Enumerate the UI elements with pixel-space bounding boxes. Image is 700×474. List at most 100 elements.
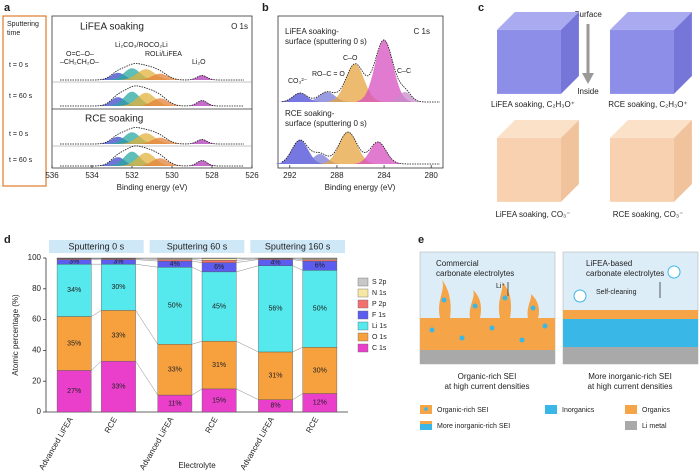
connector bbox=[191, 340, 203, 345]
connector bbox=[292, 258, 303, 260]
value-label: 11% bbox=[168, 400, 182, 407]
legend-label: Organics bbox=[642, 407, 671, 414]
cube-front bbox=[610, 137, 674, 202]
connector bbox=[236, 388, 259, 400]
x-tick-label: RCE bbox=[304, 416, 320, 435]
bar-segment bbox=[302, 270, 338, 348]
spectrum-envelope bbox=[60, 127, 244, 145]
bar-segment bbox=[157, 257, 193, 259]
connector bbox=[191, 259, 203, 261]
molecule bbox=[573, 289, 587, 303]
value-label: 31% bbox=[269, 373, 283, 380]
x-tick-label: RCE bbox=[103, 416, 119, 435]
spectrum-peak bbox=[276, 140, 324, 164]
spectrum-peak bbox=[136, 158, 184, 166]
x-axis-label: Binding energy (eV) bbox=[117, 183, 188, 192]
x-tick-label: RCE bbox=[203, 416, 219, 435]
legend-swatch bbox=[357, 299, 369, 309]
spectrum-title: surface (sputtering 0 s) bbox=[285, 37, 367, 46]
li-metal bbox=[420, 350, 555, 364]
panel-letter: d bbox=[4, 234, 11, 246]
spectrum-title: LiFEA soaking bbox=[80, 22, 144, 33]
spectrum-peak bbox=[136, 137, 184, 144]
value-label: 31% bbox=[212, 362, 226, 369]
cube-label: LiFEA soaking, CO₃⁻ bbox=[495, 210, 570, 219]
cube-side bbox=[674, 120, 692, 202]
peak-label: CO₃²⁻ bbox=[288, 78, 308, 85]
connector bbox=[135, 263, 158, 268]
row-label: t = 60 s bbox=[9, 157, 33, 164]
bar-segment bbox=[101, 360, 136, 413]
legend-swatch bbox=[625, 405, 637, 414]
value-label: 15% bbox=[212, 397, 226, 404]
legend-swatch bbox=[545, 405, 557, 414]
legend-swatch bbox=[357, 332, 369, 342]
value-label: 6% bbox=[214, 264, 224, 271]
cell-title: carbonate electrolytes bbox=[586, 269, 664, 278]
peak-label: –CH₂CH₂O– bbox=[60, 59, 99, 66]
connector bbox=[236, 340, 259, 353]
value-label: 30% bbox=[313, 367, 327, 374]
legend-label: C 1s bbox=[372, 345, 387, 352]
legend-label: F 1s bbox=[372, 312, 386, 319]
spectrum-peak bbox=[187, 75, 217, 80]
y-tick-label: 40 bbox=[32, 346, 41, 355]
value-label: 12% bbox=[313, 400, 327, 407]
cube-front bbox=[497, 29, 561, 94]
connector bbox=[292, 347, 303, 353]
legend-label: O 1s bbox=[372, 334, 387, 341]
bar-segment bbox=[302, 347, 338, 394]
cube-front bbox=[610, 29, 674, 94]
bar-segment bbox=[201, 271, 237, 342]
peak-label: Li₂O bbox=[192, 59, 206, 66]
value-label: 4% bbox=[270, 259, 280, 266]
legend-swatch bbox=[357, 288, 369, 298]
region: C 1s bbox=[414, 27, 430, 36]
region: O 1s bbox=[231, 22, 248, 31]
legend-swatch bbox=[420, 424, 432, 430]
x-tick-label: 530 bbox=[165, 171, 179, 180]
cube-top bbox=[610, 12, 692, 30]
value-label: 50% bbox=[168, 303, 182, 310]
x-axis-label: Electrolyte bbox=[178, 461, 216, 470]
value-label: 3% bbox=[113, 259, 123, 266]
cubes bbox=[497, 12, 692, 202]
spectrum-peak bbox=[279, 93, 321, 102]
value-label: 33% bbox=[111, 333, 125, 340]
value-label: 8% bbox=[270, 403, 280, 410]
cube-front bbox=[497, 137, 561, 202]
row-label: t = 60 s bbox=[9, 93, 33, 100]
spectrum-envelope bbox=[60, 63, 244, 81]
cube-label: LiFEA soaking, C₂H₃O⁺ bbox=[491, 100, 575, 109]
legend-label: N 1s bbox=[372, 290, 387, 297]
legend-swatch bbox=[357, 310, 369, 320]
value-label: 33% bbox=[111, 383, 125, 390]
connector bbox=[191, 267, 203, 273]
spectrum-envelope bbox=[60, 145, 244, 167]
caption: More inorganic-rich SEI bbox=[588, 372, 672, 381]
value-label: 30% bbox=[111, 284, 125, 291]
inorganic-layer bbox=[563, 319, 698, 347]
x-tick-label: 536 bbox=[45, 171, 59, 180]
peak-label: ROLi/LiFEA bbox=[145, 51, 182, 58]
spectrum-peak bbox=[136, 98, 184, 106]
y-axis-label: Atomic percentage (%) bbox=[11, 294, 20, 376]
x-tick-label: 526 bbox=[245, 171, 259, 180]
peak-label: O=C–O– bbox=[66, 51, 94, 58]
value-label: 45% bbox=[212, 303, 226, 310]
legend-label: Organic-rich SEI bbox=[437, 407, 488, 414]
cube-top bbox=[497, 12, 579, 30]
surface-label: Surface bbox=[574, 10, 602, 19]
molecule bbox=[667, 265, 681, 279]
legend-label: More inorganic-rich SEI bbox=[437, 423, 510, 430]
group-label: Sputtering 60 s bbox=[167, 241, 228, 251]
inside-label: Inside bbox=[577, 87, 599, 96]
spectrum-envelope bbox=[60, 85, 244, 107]
bar-segment bbox=[201, 260, 237, 263]
connector bbox=[292, 265, 303, 271]
x-tick-label: 534 bbox=[85, 171, 99, 180]
time-header: time bbox=[7, 30, 20, 37]
spectrum-peak bbox=[387, 92, 423, 102]
inorganic-dots bbox=[429, 295, 548, 343]
